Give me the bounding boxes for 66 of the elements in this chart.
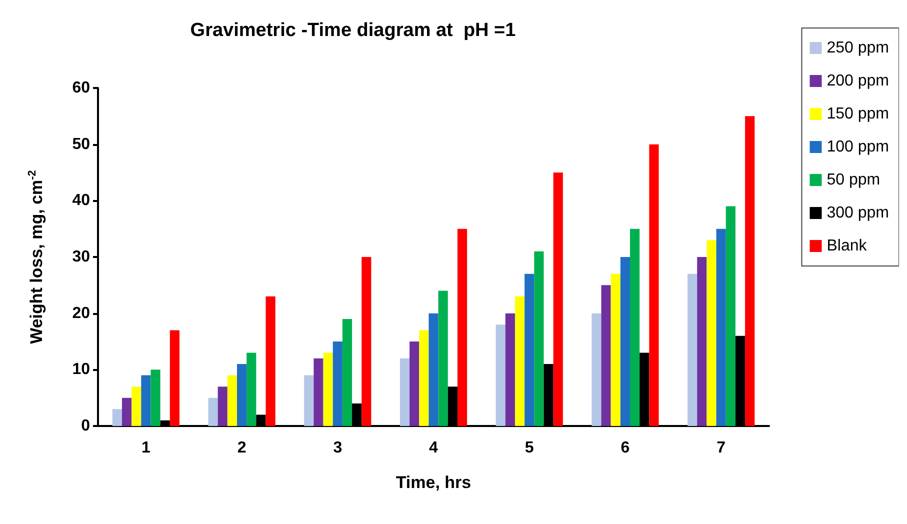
bar <box>601 285 611 426</box>
bar <box>726 206 736 426</box>
y-tick-label: 10 <box>72 361 90 378</box>
x-tick-label: 3 <box>333 440 342 456</box>
bar <box>150 370 160 426</box>
bar <box>323 352 333 426</box>
y-tick-label: 50 <box>72 136 90 153</box>
bar <box>208 398 218 426</box>
bar <box>342 318 352 426</box>
bar <box>266 296 276 426</box>
legend-label: 200 ppm <box>826 72 889 90</box>
legend-label: 300 ppm <box>826 204 889 222</box>
bar <box>610 274 620 426</box>
bar <box>649 144 659 426</box>
bar <box>524 274 534 426</box>
legend-label: Blank <box>826 238 868 254</box>
x-tick-label: 6 <box>620 440 630 456</box>
chart-title: Gravimetric -Time diagram at pH =1 <box>190 20 516 41</box>
bar <box>553 172 563 426</box>
y-tick-label: 0 <box>81 418 90 434</box>
bar <box>505 313 515 426</box>
bar <box>218 386 228 426</box>
bar <box>419 330 429 426</box>
bar <box>332 342 342 426</box>
bar <box>630 228 640 426</box>
bar <box>706 240 716 426</box>
y-tick-label: 60 <box>72 80 90 96</box>
bar <box>428 313 438 426</box>
bar <box>304 375 314 426</box>
bar <box>514 296 525 426</box>
legend-label: 150 ppm <box>826 106 889 122</box>
bar <box>620 257 630 426</box>
legend-label: 250 ppm <box>826 40 889 56</box>
bar <box>170 330 180 426</box>
x-tick-label: 5 <box>524 440 534 456</box>
x-tick-label: 7 <box>716 440 726 456</box>
x-axis-title: Time, hrs <box>396 473 472 492</box>
bar <box>438 290 448 426</box>
bar <box>745 116 755 426</box>
bar <box>592 313 602 426</box>
bar <box>362 257 372 426</box>
bar <box>122 398 132 426</box>
y-tick-label: 20 <box>72 304 90 322</box>
bar <box>236 364 247 426</box>
bar <box>132 386 142 426</box>
legend-label: 50 ppm <box>826 172 880 188</box>
y-tick-label: 40 <box>72 192 90 210</box>
bar <box>457 228 468 426</box>
legend-label: 100 ppm <box>826 138 889 156</box>
bar <box>496 324 506 426</box>
bar <box>534 251 544 426</box>
bar <box>410 342 420 426</box>
x-tick-label: 4 <box>429 440 438 456</box>
y-axis-title: Weight loss, mg, cm-2 <box>26 170 46 344</box>
bar <box>716 228 726 426</box>
bar <box>246 352 256 426</box>
x-tick-label: 2 <box>237 440 246 456</box>
bar <box>314 358 324 426</box>
bar <box>112 409 122 426</box>
bar <box>400 358 410 426</box>
y-tick-label: 30 <box>72 248 90 266</box>
bar <box>141 375 151 426</box>
x-tick-label: 1 <box>141 440 150 456</box>
bar <box>227 375 237 426</box>
bar <box>697 257 707 426</box>
bar <box>688 274 698 426</box>
